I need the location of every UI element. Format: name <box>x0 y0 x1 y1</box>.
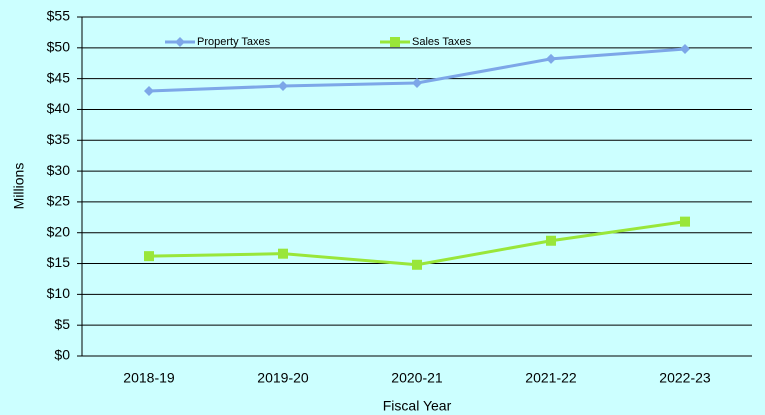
x-tick-label: 2018-19 <box>123 370 175 386</box>
point-marker <box>546 235 556 246</box>
point-marker <box>412 259 422 270</box>
point-marker <box>680 44 690 55</box>
point-marker <box>278 248 288 259</box>
y-tick-label: $0 <box>54 347 70 363</box>
point-marker <box>680 216 690 227</box>
y-tick-label: $30 <box>47 162 71 178</box>
y-tick-label: $45 <box>47 69 71 85</box>
legend-label: Property Taxes <box>197 36 271 48</box>
x-tick-label: 2019-20 <box>257 370 309 386</box>
x-tick-label: 2022-23 <box>659 370 711 386</box>
y-tick-label: $25 <box>47 193 71 209</box>
x-tick-label: 2021-22 <box>525 370 577 386</box>
point-marker <box>412 77 422 88</box>
y-tick-label: $50 <box>47 39 71 55</box>
point-marker <box>546 53 556 64</box>
legend-label: Sales Taxes <box>412 36 472 48</box>
y-tick-label: $5 <box>54 316 70 332</box>
point-marker <box>144 251 154 262</box>
y-tick-label: $55 <box>47 8 71 24</box>
legend-marker <box>390 37 400 47</box>
series-line <box>148 220 686 267</box>
y-tick-label: $40 <box>47 100 71 116</box>
y-tick-label: $10 <box>47 285 71 301</box>
y-tick-label: $15 <box>47 254 71 270</box>
y-tick-label: $35 <box>47 131 71 147</box>
point-marker <box>278 81 288 92</box>
point-marker <box>144 85 154 96</box>
y-axis-label: Millions <box>11 163 27 210</box>
x-axis-label: Fiscal Year <box>383 398 452 414</box>
x-tick-label: 2020-21 <box>391 370 443 386</box>
legend-marker <box>175 37 185 47</box>
y-tick-label: $20 <box>47 223 71 239</box>
